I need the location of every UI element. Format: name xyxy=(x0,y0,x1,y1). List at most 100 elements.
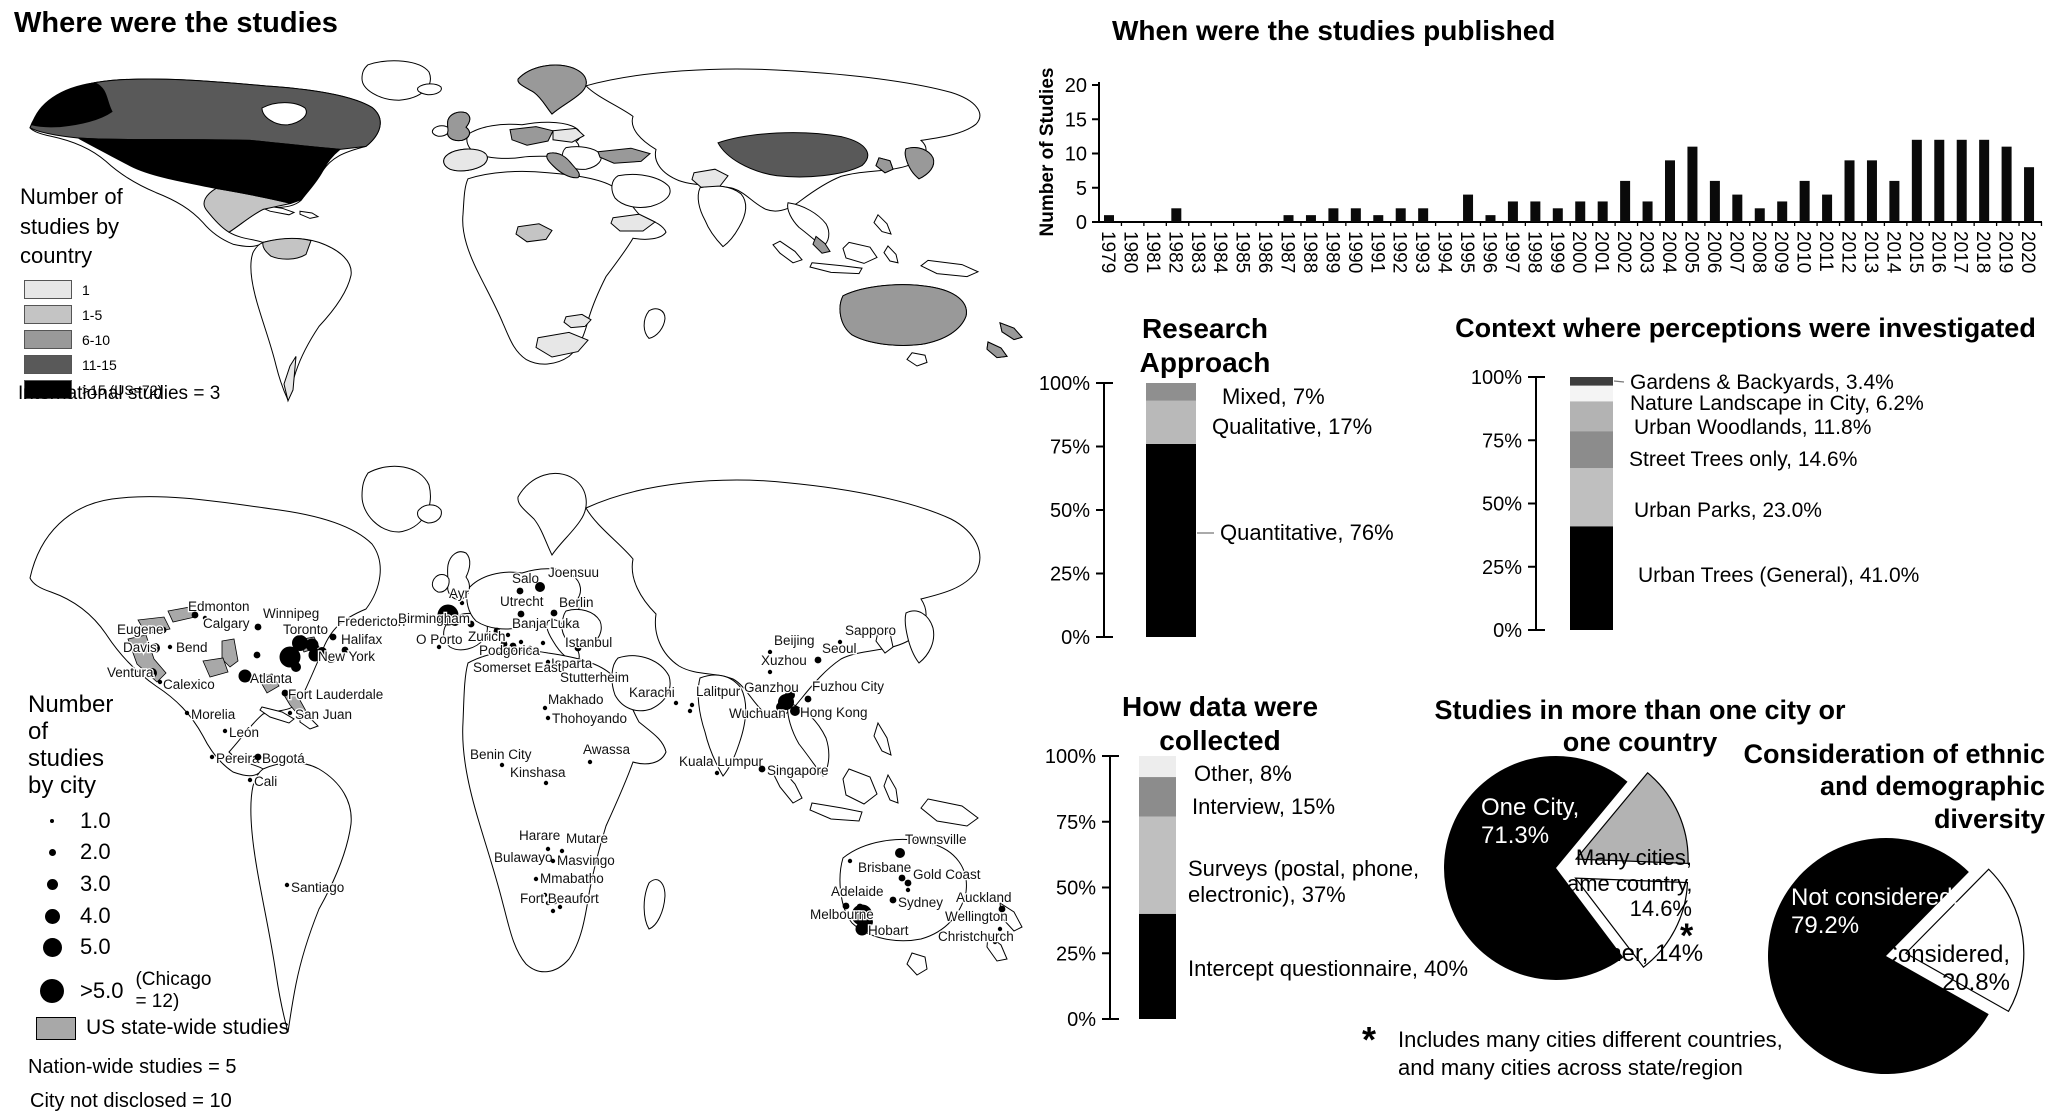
city-label-gold-coast: Gold Coast xyxy=(913,867,981,882)
segment-0 xyxy=(1146,443,1196,637)
continent-outline xyxy=(773,767,802,803)
bar-2015 xyxy=(1911,139,1922,222)
bar-2007 xyxy=(1732,194,1743,222)
city-dot-halifax xyxy=(341,646,349,654)
country-united-states xyxy=(32,83,112,127)
city-size-row: 1.0 xyxy=(38,808,111,834)
footnote-marker: * xyxy=(1362,1019,1377,1060)
city-label-thohoyando: Thohoyando xyxy=(552,711,627,726)
continent-outline xyxy=(876,628,893,653)
city-dot-ganzhou xyxy=(778,694,794,710)
bar-2016 xyxy=(1934,139,1945,222)
bar-1979 xyxy=(1104,215,1114,222)
legend-label: 1-5 xyxy=(82,306,103,323)
continent-outline xyxy=(987,935,1007,961)
city-dot-unlabeled xyxy=(326,653,336,663)
y-tick-label: 75% xyxy=(1482,430,1522,452)
x-label-2012: 2012 xyxy=(1838,231,1859,273)
country-china xyxy=(718,133,868,177)
city-label-bend: Bend xyxy=(176,640,208,655)
x-label-1990: 1990 xyxy=(1344,231,1365,273)
footnote: * xyxy=(1362,1018,1376,1061)
city-dot-unlabeled xyxy=(557,904,563,910)
city-dot-awassa xyxy=(587,759,593,765)
segment-4 xyxy=(1570,385,1613,402)
continent-outline xyxy=(1000,903,1022,931)
country-ethiopia xyxy=(611,214,655,231)
city-label-morelia: Morelia xyxy=(191,707,236,722)
country-south-africa xyxy=(536,332,588,357)
bar-1987 xyxy=(1283,215,1294,222)
bar-1996 xyxy=(1485,215,1496,222)
continent-outline xyxy=(362,61,430,100)
city-dot-morelia xyxy=(184,710,190,716)
x-label-1981: 1981 xyxy=(1142,231,1163,273)
city-dot-masvingo xyxy=(550,858,556,864)
x-label-2001: 2001 xyxy=(1591,231,1612,273)
city-dot-lalitpur xyxy=(689,702,695,708)
city-dot-winnipeg xyxy=(254,623,262,631)
city-dot-unlabeled xyxy=(527,645,533,651)
map-by-country xyxy=(30,61,1022,401)
city-dot-unlabeled xyxy=(467,620,475,628)
city-size-row: >5.0 (Chicago = 12) xyxy=(38,969,211,1013)
city-dot-seoul xyxy=(814,656,822,664)
city-label-christchurch: Christchurch xyxy=(938,929,1014,944)
x-label-2015: 2015 xyxy=(1905,231,1926,273)
city-dot-birmingham xyxy=(437,604,459,626)
x-label-1996: 1996 xyxy=(1478,231,1499,273)
pie-label-line: Other, 14% xyxy=(1583,940,1704,967)
city-dot-hong-kong xyxy=(790,706,800,716)
bar-2001 xyxy=(1597,201,1608,222)
city-dot-hobart xyxy=(855,922,869,936)
city-dot-fort-beaufort xyxy=(542,892,548,898)
city-dot-istanbul xyxy=(574,644,582,652)
segment-label: Mixed, 7% xyxy=(1222,384,1325,409)
city-label-edmonton: Edmonton xyxy=(188,599,250,614)
segment-label: Intercept questionnaire, 40% xyxy=(1188,956,1468,981)
city-label-eugene: Eugene xyxy=(117,622,164,637)
bar-1998 xyxy=(1530,201,1541,222)
bar-2005 xyxy=(1687,146,1698,222)
city-label-lalitpur: Lalitpur xyxy=(696,684,741,699)
x-label-2003: 2003 xyxy=(1636,231,1657,273)
city-label-townsville: Townsville xyxy=(905,832,967,847)
segment-3 xyxy=(1139,756,1176,778)
segment-0 xyxy=(1570,526,1613,630)
bar-2010 xyxy=(1799,180,1810,222)
continent-outline xyxy=(843,769,877,804)
city-dot-thohoyando xyxy=(545,715,551,721)
x-label-1989: 1989 xyxy=(1321,231,1342,273)
segment-1 xyxy=(1139,816,1176,914)
country-legend-row: 1-5 xyxy=(24,305,162,324)
city-dot-bend xyxy=(167,644,173,650)
city-dot-unlabeled xyxy=(500,640,508,648)
bar-2006 xyxy=(1709,180,1720,222)
city-label-fuzhou-city: Fuzhou City xyxy=(812,679,884,694)
city-size-label: 3.0 xyxy=(80,871,111,896)
state-wide-patch xyxy=(221,638,239,668)
segment-2 xyxy=(1146,383,1196,401)
pie-label-line: 79.2% xyxy=(1791,912,1860,940)
x-label-2013: 2013 xyxy=(1860,231,1881,273)
country-legend-row: 11-15 xyxy=(24,355,162,374)
bar-2008 xyxy=(1754,208,1765,222)
city-label-xuzhou: Xuzhou xyxy=(761,653,807,668)
pie-chart-5 xyxy=(1768,837,2025,1074)
city-label-san-juan: San Juan xyxy=(295,707,352,722)
segment-label: Urban Parks, 23.0% xyxy=(1634,499,1822,522)
city-label-banja-luka: Banja Luka xyxy=(512,616,580,631)
city-dot-melbourne xyxy=(851,904,873,926)
city-label-new-york: New York xyxy=(318,649,375,664)
country-germany xyxy=(510,127,553,146)
x-label-2008: 2008 xyxy=(1748,231,1769,273)
city-size-dot xyxy=(48,848,56,856)
city-dot-new-york xyxy=(308,648,322,662)
city-label-auckland: Auckland xyxy=(956,890,1012,905)
country-poland xyxy=(553,128,584,142)
legend-swatch xyxy=(24,355,72,374)
city-size-dot xyxy=(50,819,54,823)
y-tick-label: 10 xyxy=(1065,144,1087,166)
